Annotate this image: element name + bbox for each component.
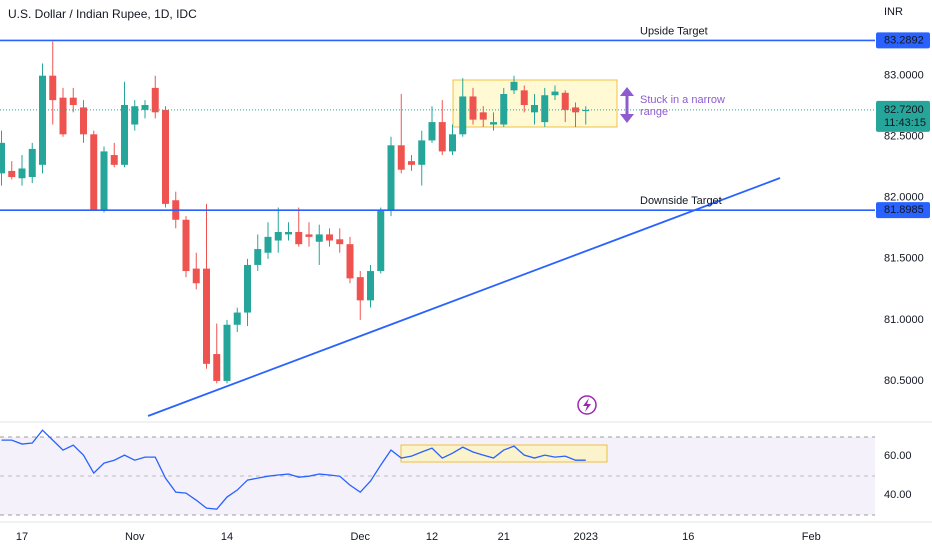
candle-body [336, 239, 344, 245]
y-tick-label: 82.0000 [884, 192, 924, 204]
chart-title: U.S. Dollar / Indian Rupee, 1D, IDC [8, 7, 197, 21]
level-tag [876, 202, 930, 219]
y-tick-label: 83.0000 [884, 70, 924, 82]
candle-body [315, 234, 323, 242]
x-tick-label: 2023 [574, 531, 598, 543]
candle-body [285, 231, 292, 235]
candle-body [49, 75, 57, 101]
candle-body [264, 236, 272, 253]
candle-body [162, 109, 169, 204]
y-tick-label: 81.0000 [884, 314, 924, 326]
y-tick-label: 81.5000 [884, 253, 924, 265]
candle-body [131, 106, 139, 125]
candle-body [0, 142, 5, 174]
candle-body [367, 271, 374, 301]
candle-body [541, 95, 549, 123]
rsi-tick-label: 60.00 [884, 450, 912, 462]
level-name: Upside Target [640, 25, 708, 37]
candle-body [39, 75, 46, 165]
candle-body [418, 140, 426, 165]
candle-body [213, 354, 221, 381]
candle-body [490, 122, 497, 125]
candle-body [346, 244, 354, 279]
candle-body [438, 122, 446, 152]
x-tick-label: 14 [221, 531, 233, 543]
level-tag [876, 32, 930, 49]
alert-icon [577, 395, 597, 415]
x-tick-label: 21 [498, 531, 510, 543]
candle-body [377, 210, 385, 272]
candle-body [582, 109, 590, 112]
y-tick-label: 82.5000 [884, 131, 924, 143]
countdown: 11:43:15 [884, 117, 926, 129]
candle-body [510, 81, 518, 91]
candle-body [18, 168, 26, 179]
candle-body [121, 105, 128, 165]
rsi-line [1, 429, 586, 510]
rsi-tick-label: 40.00 [884, 489, 912, 501]
candle-body [295, 231, 303, 245]
candle-body [572, 107, 579, 113]
candle-body [408, 161, 415, 165]
candle-body [305, 234, 313, 237]
rsi-range-box [400, 444, 608, 463]
candle-body [520, 90, 528, 105]
candle-body [428, 122, 436, 141]
last-price-label: 82.7200 [884, 104, 924, 116]
candle-body [182, 219, 190, 272]
x-tick-label: 16 [682, 531, 694, 543]
candle-body [8, 170, 16, 178]
x-tick-label: 17 [16, 531, 28, 543]
candle-body [561, 92, 569, 110]
candle-body [203, 268, 210, 364]
candle-body [100, 151, 108, 210]
candle-body [469, 96, 477, 120]
candle-body [233, 312, 241, 325]
x-tick-label: Feb [802, 531, 821, 543]
candle-body [69, 97, 77, 105]
candle-body [192, 268, 200, 284]
candle-body [80, 107, 87, 135]
x-tick-label: Dec [350, 531, 370, 543]
candle-body [274, 231, 282, 241]
trend-line [147, 177, 781, 417]
candle-body [479, 112, 487, 120]
candle-body [141, 105, 149, 110]
candle-body [28, 148, 36, 178]
candle-body [397, 145, 405, 170]
level-value: 83.2892 [884, 34, 924, 46]
level-name: Downside Target [640, 195, 722, 207]
candle-body [254, 249, 262, 265]
candle-body [459, 96, 467, 135]
candle-body [244, 264, 251, 313]
candle-body [551, 91, 559, 96]
candle-body [531, 105, 538, 113]
level-value: 81.8985 [884, 204, 924, 216]
candle-body [500, 94, 508, 125]
currency-label: INR [884, 6, 903, 18]
y-tick-label: 80.5000 [884, 375, 924, 387]
candle-body [387, 145, 395, 210]
annotation: Stuck in a narrow range [640, 94, 725, 118]
candle-body [449, 134, 456, 152]
last-price-tag [876, 100, 930, 132]
candle-body [326, 234, 333, 241]
candle-body [223, 324, 231, 381]
range-arrow [620, 87, 634, 123]
candle-body [356, 277, 364, 301]
candle-body [151, 87, 159, 113]
candle-body [59, 97, 67, 135]
x-tick-label: Nov [125, 531, 145, 543]
x-tick-label: 12 [426, 531, 438, 543]
candle-body [90, 134, 98, 210]
candle-body [110, 155, 118, 165]
